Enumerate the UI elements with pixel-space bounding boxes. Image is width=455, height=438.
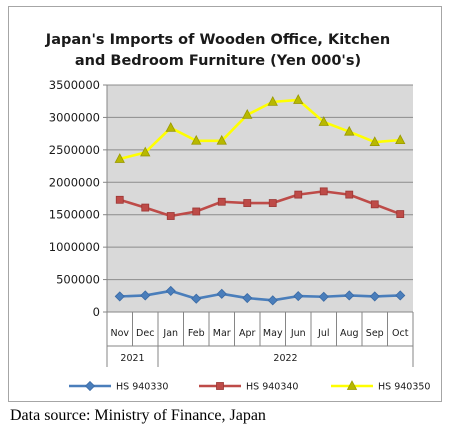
- y-tick-label: 2500000: [49, 143, 100, 157]
- legend-label: HS 940330: [116, 382, 168, 393]
- y-tick-label: 2000000: [49, 175, 100, 189]
- data-point-marker: [267, 295, 278, 306]
- chart-title-line-2: and Bedroom Furniture (Yen 000's): [75, 53, 361, 69]
- data-point-marker: [191, 293, 202, 304]
- y-tick-label: 1000000: [49, 240, 100, 254]
- series-hs-940330: [114, 285, 406, 306]
- data-point-marker: [84, 380, 96, 392]
- y-axis-ticks: 0 500000 1000000 1500000 2000000 2500000 30000…: [49, 78, 107, 319]
- data-point-marker: [141, 203, 150, 212]
- data-point-marker: [114, 153, 125, 163]
- data-point-marker: [114, 291, 125, 302]
- data-point-marker: [318, 291, 329, 302]
- series-line: [119, 190, 401, 218]
- chart-container: Japan's Imports of Wooden Office, Kitche…: [8, 6, 442, 402]
- gridlines: [107, 84, 413, 281]
- data-point-marker: [216, 134, 227, 145]
- data-point-marker: [346, 380, 358, 390]
- x-tick-label: Jun: [290, 328, 306, 339]
- data-point-marker: [395, 290, 406, 301]
- y-tick-label: 3000000: [49, 110, 100, 124]
- y-tick-label: 3500000: [49, 78, 100, 92]
- data-point-marker: [345, 190, 354, 199]
- x-tick-label: Apr: [239, 328, 256, 339]
- legend-label: HS 940350: [378, 382, 430, 393]
- x-tick-label: Aug: [340, 328, 359, 339]
- x-tick-label: Jul: [317, 328, 329, 339]
- x-tick-label: Feb: [188, 328, 205, 339]
- chart-title-line-1: Japan's Imports of Wooden Office, Kitche…: [45, 32, 390, 48]
- line-chart: Japan's Imports of Wooden Office, Kitche…: [45, 32, 431, 393]
- x-tick-label: Oct: [392, 328, 409, 339]
- data-point-marker: [216, 382, 224, 390]
- data-point-marker: [165, 285, 176, 296]
- legend: HS 940330 HS 940340 HS 940350: [69, 380, 430, 393]
- data-point-marker: [192, 207, 201, 216]
- data-point-marker: [369, 136, 380, 146]
- series-hs-940340: [115, 187, 405, 220]
- data-point-marker: [293, 94, 304, 104]
- legend-label: HS 940340: [246, 382, 298, 393]
- data-point-marker: [293, 291, 304, 302]
- data-point-marker: [294, 190, 303, 199]
- data-point-marker: [242, 292, 253, 304]
- data-point-marker: [267, 96, 278, 106]
- data-point-marker: [344, 290, 355, 301]
- data-source-note: Data source: Ministry of Finance, Japan: [10, 407, 266, 424]
- series: [114, 94, 406, 306]
- y-tick-label: 0: [93, 305, 100, 319]
- data-point-marker: [166, 212, 175, 220]
- x-year-group-label: 2022: [273, 353, 297, 364]
- x-tick-label: Sep: [366, 328, 384, 339]
- x-axis-ticks: Nov Dec Jan Feb Mar Apr May Jun Jul Aug Sep Oct 2021…: [106, 312, 414, 367]
- x-tick-label: Dec: [136, 328, 154, 339]
- y-tick-label: 1500000: [49, 208, 100, 222]
- data-point-marker: [217, 197, 226, 206]
- y-tick-label: 500000: [56, 273, 100, 287]
- data-point-marker: [395, 134, 406, 145]
- data-point-marker: [216, 288, 227, 299]
- data-point-marker: [396, 210, 405, 218]
- data-point-marker: [165, 121, 176, 132]
- data-point-marker: [140, 146, 151, 157]
- x-year-group-label: 2021: [120, 353, 144, 364]
- data-point-marker: [344, 125, 355, 136]
- x-tick-label: Jan: [162, 328, 178, 339]
- series-line: [119, 98, 401, 161]
- data-point-marker: [115, 195, 124, 204]
- data-point-marker: [191, 134, 202, 145]
- data-point-marker: [140, 290, 151, 301]
- data-point-marker: [243, 199, 252, 207]
- series-hs-940350: [114, 94, 406, 163]
- x-tick-label: Nov: [110, 328, 129, 339]
- data-point-marker: [318, 116, 329, 126]
- data-point-marker: [369, 291, 380, 302]
- plot-area: [107, 85, 413, 312]
- data-point-marker: [319, 187, 328, 196]
- x-tick-label: May: [263, 328, 283, 339]
- data-point-marker: [268, 199, 277, 207]
- data-point-marker: [370, 200, 379, 209]
- data-point-marker: [242, 108, 253, 119]
- x-tick-label: Mar: [213, 328, 231, 339]
